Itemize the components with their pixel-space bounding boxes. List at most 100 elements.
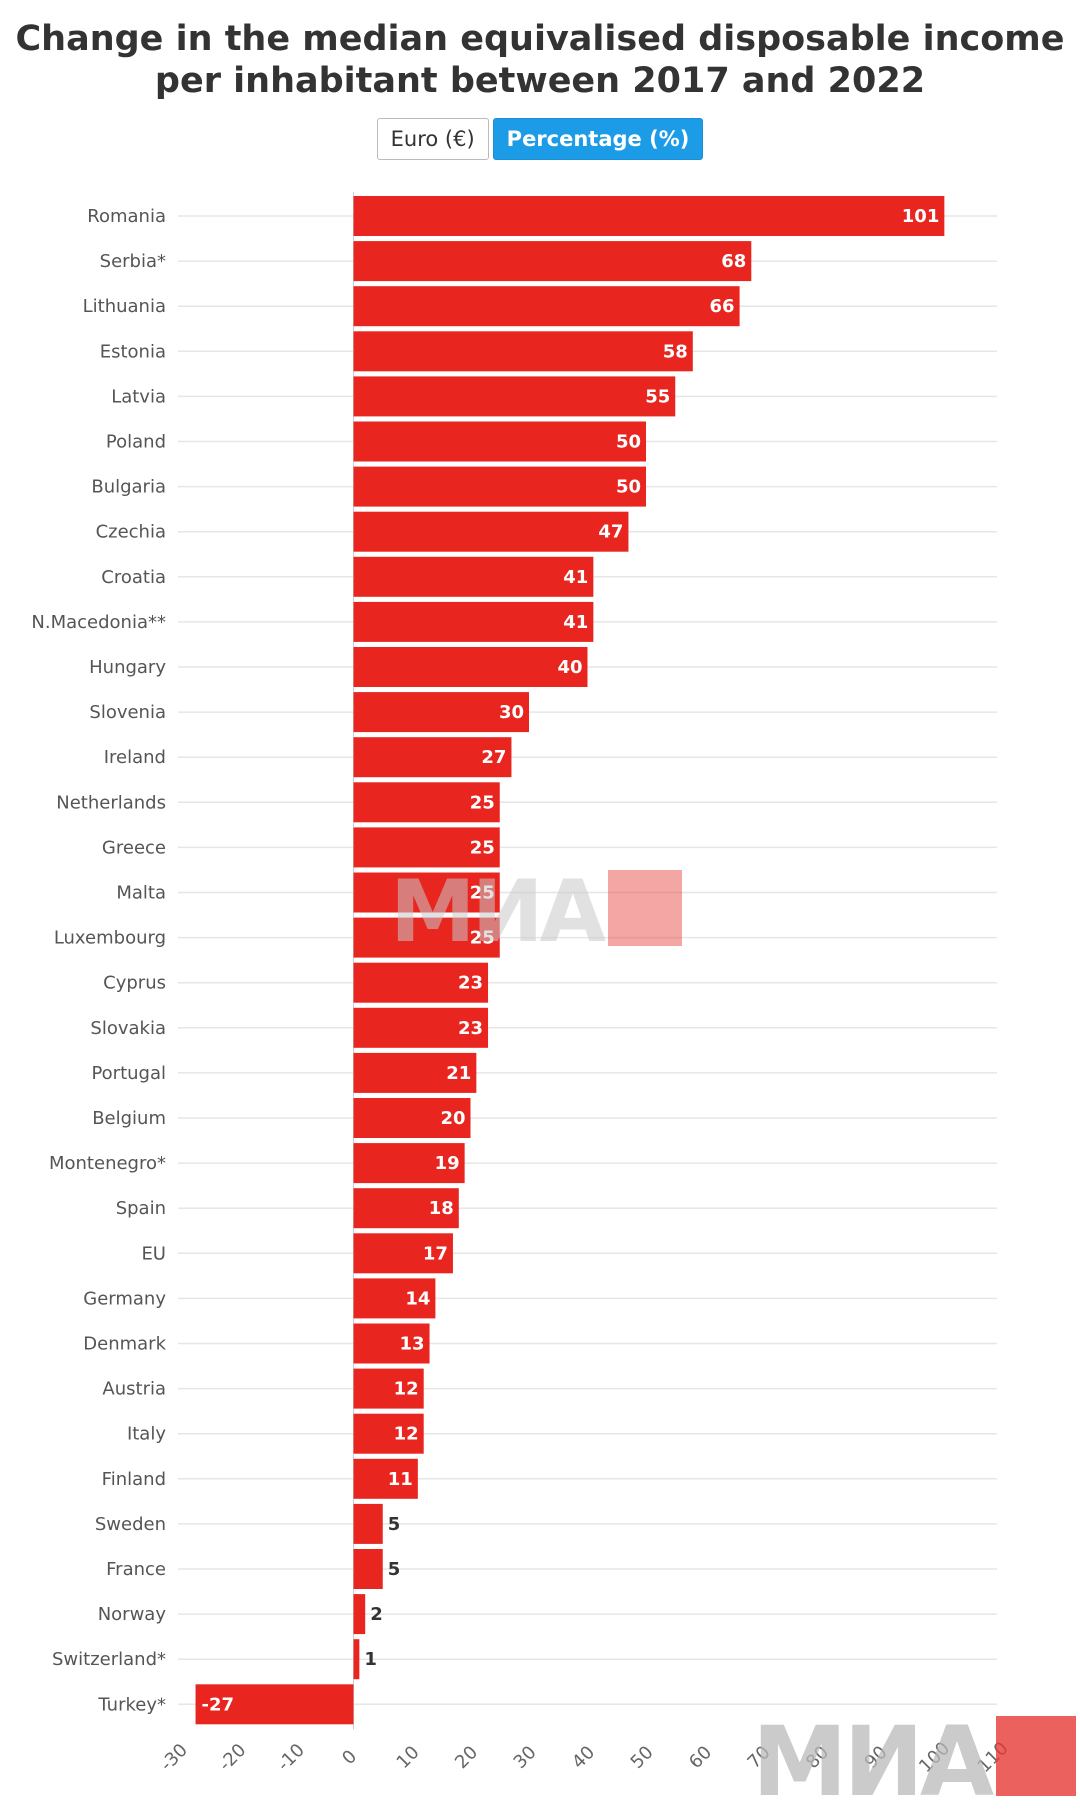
value-label: 5 [388,1514,401,1535]
category-label: Croatia [101,567,166,588]
bar[interactable] [353,1368,424,1409]
category-label: France [106,1559,166,1580]
value-label: 5 [388,1559,401,1580]
bar[interactable] [353,1503,383,1544]
bar[interactable] [353,1639,360,1680]
bar[interactable] [353,962,489,1003]
x-axis-tick-label: 20 [451,1742,482,1773]
value-label: 68 [721,251,746,272]
bar[interactable] [353,376,676,417]
bar[interactable] [353,1594,366,1635]
value-label: 23 [458,973,483,994]
category-label: Germany [83,1288,166,1309]
value-label: 11 [388,1469,413,1490]
bar[interactable] [353,872,500,913]
bar[interactable] [353,511,629,552]
x-axis-tick-label: 70 [744,1742,775,1773]
bar[interactable] [353,647,588,687]
value-label: 50 [616,477,641,498]
category-label: Norway [98,1604,167,1625]
bar[interactable] [353,286,740,327]
unit-toggle: Euro (€) Percentage (%) [0,118,1080,160]
category-label: Netherlands [56,792,166,813]
value-label: 19 [435,1153,460,1174]
value-label: 18 [429,1198,454,1219]
category-label: Montenegro* [49,1153,166,1174]
x-axis-tick-label: -30 [156,1740,192,1776]
category-label: Bulgaria [91,477,166,498]
bar[interactable] [353,466,647,507]
bar[interactable] [353,1458,418,1499]
category-label: Cyprus [103,973,166,994]
value-label: 12 [394,1424,419,1445]
bar[interactable] [353,1143,465,1184]
value-label: 13 [399,1334,424,1355]
category-label: Latvia [111,386,166,407]
x-axis-tick-label: -10 [273,1740,309,1776]
category-label: Italy [127,1424,166,1445]
value-label: 25 [470,883,495,904]
percentage-toggle-button[interactable]: Percentage (%) [492,118,704,160]
category-label: Turkey* [97,1694,166,1715]
bar[interactable] [353,737,512,778]
x-axis-tick-label: 60 [685,1742,716,1773]
category-label: Finland [102,1469,166,1490]
bar[interactable] [353,1052,477,1093]
bar[interactable] [353,1323,430,1364]
bar[interactable] [353,827,500,868]
bar[interactable] [353,421,647,462]
value-label: 58 [663,341,688,362]
euro-toggle-button[interactable]: Euro (€) [376,118,489,160]
chart-title-line-2: per inhabitant between 2017 and 2022 [154,61,926,101]
value-label: 41 [563,567,588,588]
value-label: 21 [446,1063,471,1084]
bar[interactable] [353,1188,459,1229]
bar[interactable] [353,241,752,282]
category-label: EU [141,1243,166,1264]
value-label: 55 [645,386,670,407]
x-axis-tick-label: 40 [568,1742,599,1773]
value-label: -27 [202,1694,235,1715]
bar[interactable] [353,196,945,236]
bar[interactable] [353,1413,424,1454]
x-axis-tick-label: -20 [215,1740,251,1776]
value-label: 50 [616,432,641,453]
category-label: Belgium [92,1108,166,1129]
value-label: 47 [598,522,623,543]
value-label: 2 [370,1604,383,1625]
category-label: Poland [106,432,166,453]
bar[interactable] [353,1007,489,1048]
bar[interactable] [353,601,594,642]
value-label: 40 [557,657,582,678]
category-label: Spain [116,1198,166,1219]
value-label: 23 [458,1018,483,1039]
bar[interactable] [353,782,500,823]
bar[interactable] [353,1278,436,1319]
bar[interactable] [353,917,500,958]
bar[interactable] [353,1233,453,1274]
bar[interactable] [353,556,594,597]
value-label: 66 [710,296,735,317]
value-label: 14 [405,1288,430,1309]
category-label: Slovakia [90,1018,166,1039]
category-label: Malta [116,883,166,904]
category-label: Austria [102,1379,166,1400]
bar[interactable] [353,1549,383,1589]
value-label: 17 [423,1243,448,1264]
bar[interactable] [353,692,530,733]
bar[interactable] [353,331,693,372]
category-label: Sweden [95,1514,166,1535]
category-label: Slovenia [89,702,166,723]
value-label: 41 [563,612,588,633]
category-label: Lithuania [83,296,166,317]
category-label: Greece [102,837,166,858]
bar[interactable] [353,1098,471,1138]
chart-title: Change in the median equivalised disposa… [0,18,1080,102]
category-label: N.Macedonia** [31,612,166,633]
category-label: Portugal [91,1063,166,1084]
x-axis-tick-label: 30 [510,1742,541,1773]
bar[interactable] [195,1684,354,1725]
x-axis-tick-label: 10 [393,1742,424,1773]
category-label: Estonia [100,341,166,362]
x-axis-tick-label: 80 [802,1742,833,1773]
